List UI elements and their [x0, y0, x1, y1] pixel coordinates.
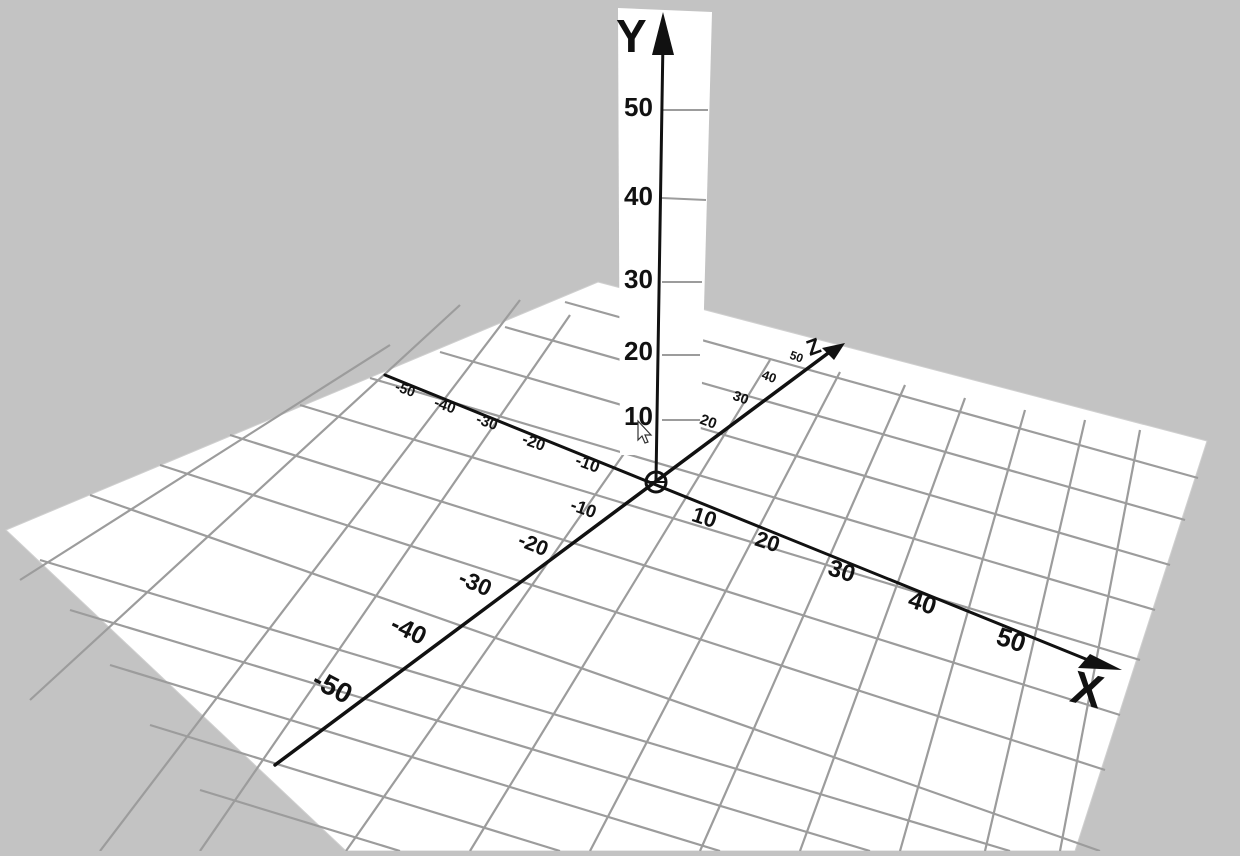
y-axis-arrow-icon [652, 12, 674, 55]
z-axis-line [273, 346, 837, 767]
z-tick-label: 50 [788, 348, 806, 366]
y-tick-label: 20 [624, 336, 653, 366]
x-neg-tick-label: -40 [432, 394, 458, 417]
y-tick-label: 30 [624, 264, 653, 294]
y-axis-ticks: 50 40 30 20 10 [624, 92, 653, 431]
x-negative-ticks: -10 -20 -30 -40 -50 [393, 378, 602, 477]
x-axis-arrow-icon [1078, 654, 1122, 670]
y-axis-label: Y [616, 10, 647, 62]
z-tick-label: 30 [731, 387, 751, 407]
y-wall-grid [661, 109, 708, 421]
x-axis-line [383, 373, 1100, 666]
floor-grid [19, 299, 1199, 853]
y-axis-wall [618, 8, 712, 455]
y-tick-label: 50 [624, 92, 653, 122]
y-tick-label: 40 [624, 181, 653, 211]
axes-lines [273, 38, 1100, 767]
z-tick-label: 40 [760, 367, 779, 386]
x-neg-tick-label: -30 [474, 411, 500, 434]
arrow-cursor-icon [637, 419, 653, 444]
z-tick-label: 20 [698, 411, 719, 433]
x-neg-tick-label: -50 [393, 378, 418, 400]
floor-plane [5, 281, 1208, 852]
x-neg-tick-label: -20 [520, 431, 548, 455]
z-axis-arrow-icon [822, 343, 845, 360]
y-axis-line [654, 38, 665, 482]
z-positive-ticks: 20 30 40 50 [698, 348, 806, 433]
